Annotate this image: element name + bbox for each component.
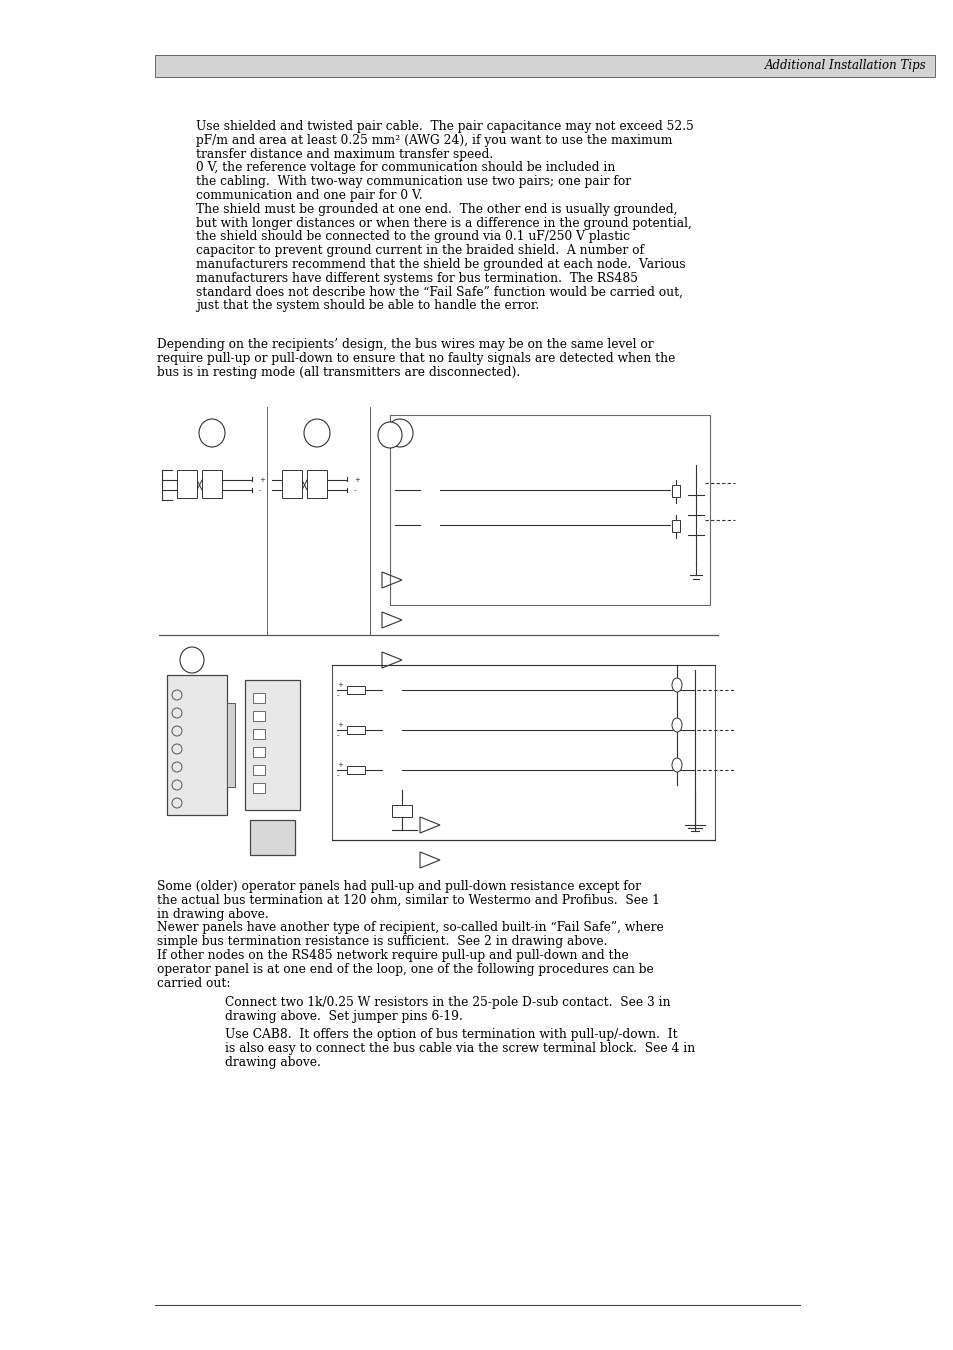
Text: manufacturers have different systems for bus termination.  The RS485: manufacturers have different systems for… [195, 271, 638, 285]
Bar [347, 726, 365, 734]
Circle shape [172, 761, 182, 772]
Text: 2: 2 [314, 428, 320, 437]
Circle shape [172, 726, 182, 736]
Ellipse shape [671, 757, 681, 772]
Text: the actual bus termination at 120 ohm, similar to Westermo and Profibus.  See 1: the actual bus termination at 120 ohm, s… [157, 894, 659, 907]
Ellipse shape [180, 647, 204, 674]
Ellipse shape [304, 418, 330, 447]
Circle shape [172, 780, 182, 790]
Text: +: + [336, 761, 342, 768]
Text: Additional Installation Tips: Additional Installation Tips [764, 59, 926, 73]
Text: operator panel is at one end of the loop, one of the following procedures can be: operator panel is at one end of the loop… [157, 963, 653, 976]
Text: Some (older) operator panels had pull-up and pull-down resistance except for: Some (older) operator panels had pull-up… [157, 880, 640, 892]
Bar [167, 675, 227, 815]
Text: drawing above.  Set jumper pins 6-19.: drawing above. Set jumper pins 6-19. [225, 1010, 462, 1023]
Circle shape [172, 744, 182, 755]
Text: is also easy to connect the bus cable via the screw terminal block.  See 4 in: is also easy to connect the bus cable vi… [225, 1042, 695, 1054]
Text: just that the system should be able to handle the error.: just that the system should be able to h… [195, 300, 538, 312]
Text: 3: 3 [396, 428, 403, 437]
Text: in drawing above.: in drawing above. [157, 907, 269, 921]
Ellipse shape [377, 423, 401, 448]
Bar [253, 693, 265, 703]
Text: +: + [336, 722, 342, 728]
Bar [392, 805, 412, 817]
Bar [202, 470, 222, 498]
Bar [154, 55, 934, 77]
Text: Use shielded and twisted pair cable.  The pair capacitance may not exceed 52.5: Use shielded and twisted pair cable. The… [195, 120, 693, 134]
Text: simple bus termination resistance is sufficient.  See 2 in drawing above.: simple bus termination resistance is suf… [157, 936, 607, 948]
Bar [253, 729, 265, 738]
Text: but with longer distances or when there is a difference in the ground potential,: but with longer distances or when there … [195, 216, 691, 230]
Bar [671, 520, 679, 532]
Text: bus is in resting mode (all transmitters are disconnected).: bus is in resting mode (all transmitters… [157, 366, 519, 378]
Text: manufacturers recommend that the shield be grounded at each node.  Various: manufacturers recommend that the shield … [195, 258, 685, 271]
Text: standard does not describe how the “Fail Safe” function would be carried out,: standard does not describe how the “Fail… [195, 286, 682, 298]
Bar [253, 747, 265, 757]
Text: -: - [336, 693, 339, 698]
Bar [347, 765, 365, 774]
Text: -: - [258, 487, 261, 493]
Text: -: - [354, 487, 356, 493]
Bar [245, 680, 299, 810]
Text: The shield must be grounded at one end.  The other end is usually grounded,: The shield must be grounded at one end. … [195, 202, 677, 216]
Text: 4: 4 [189, 656, 195, 664]
Text: Newer panels have another type of recipient, so-called built-in “Fail Safe”, whe: Newer panels have another type of recipi… [157, 922, 663, 934]
Bar [253, 711, 265, 721]
Bar [671, 485, 679, 497]
Text: the shield should be connected to the ground via 0.1 uF/250 V plastic: the shield should be connected to the gr… [195, 231, 629, 243]
Text: pF/m and area at least 0.25 mm² (AWG 24), if you want to use the maximum: pF/m and area at least 0.25 mm² (AWG 24)… [195, 134, 672, 147]
Text: communication and one pair for 0 V.: communication and one pair for 0 V. [195, 189, 422, 202]
Bar [177, 470, 196, 498]
Text: If other nodes on the RS485 network require pull-up and pull-down and the: If other nodes on the RS485 network requ… [157, 949, 628, 963]
Text: +: + [258, 477, 265, 483]
Text: Use CAB8.  It offers the option of bus termination with pull-up/-down.  It: Use CAB8. It offers the option of bus te… [225, 1027, 677, 1041]
Bar [282, 470, 302, 498]
Circle shape [172, 707, 182, 718]
Bar [227, 703, 234, 787]
Bar [253, 783, 265, 792]
Ellipse shape [671, 718, 681, 732]
Text: carried out:: carried out: [157, 976, 231, 990]
Text: drawing above.: drawing above. [225, 1056, 320, 1069]
Bar [253, 765, 265, 775]
Text: 0 V, the reference voltage for communication should be included in: 0 V, the reference voltage for communica… [195, 162, 615, 174]
Text: transfer distance and maximum transfer speed.: transfer distance and maximum transfer s… [195, 147, 493, 161]
Bar [250, 819, 294, 855]
Circle shape [172, 690, 182, 701]
Ellipse shape [199, 418, 225, 447]
Bar [347, 686, 365, 694]
Text: -: - [336, 772, 339, 778]
Text: -: - [336, 732, 339, 738]
Text: Connect two 1k/0.25 W resistors in the 25-pole D-sub contact.  See 3 in: Connect two 1k/0.25 W resistors in the 2… [225, 996, 670, 1010]
Text: capacitor to prevent ground current in the braided shield.  A number of: capacitor to prevent ground current in t… [195, 244, 643, 258]
Text: +: + [354, 477, 359, 483]
Text: Depending on the recipients’ design, the bus wires may be on the same level or: Depending on the recipients’ design, the… [157, 338, 653, 351]
Text: the cabling.  With two-way communication use two pairs; one pair for: the cabling. With two-way communication … [195, 176, 631, 188]
Text: +: + [336, 682, 342, 688]
Text: 1: 1 [209, 428, 214, 437]
Ellipse shape [671, 678, 681, 693]
Text: require pull-up or pull-down to ensure that no faulty signals are detected when : require pull-up or pull-down to ensure t… [157, 352, 675, 365]
Circle shape [172, 798, 182, 809]
Ellipse shape [387, 418, 413, 447]
Bar [307, 470, 327, 498]
